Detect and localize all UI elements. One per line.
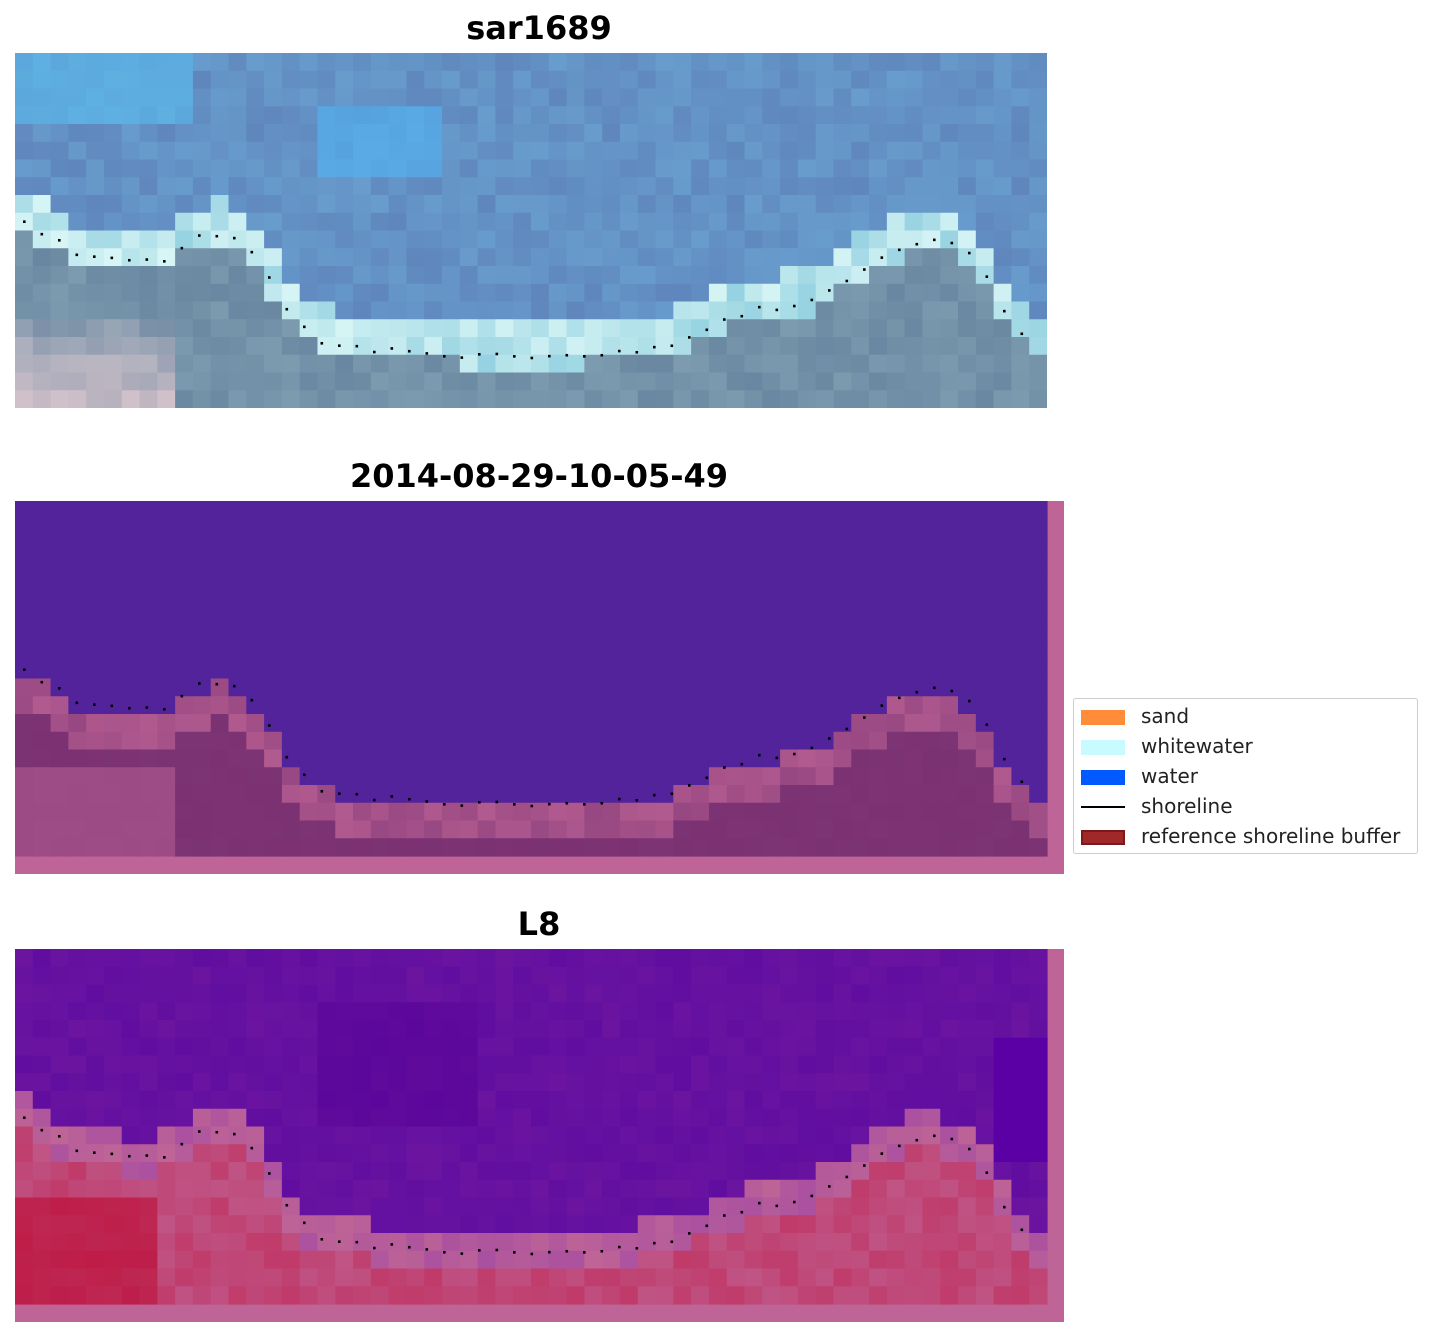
legend-label-buffer: reference shoreline buffer xyxy=(1141,824,1401,848)
panel-title-2: 2014-08-29-10-05-49 xyxy=(349,457,729,495)
rgb-image xyxy=(15,53,1047,408)
buffer-swatch xyxy=(1081,830,1125,845)
panel-title-3: L8 xyxy=(517,905,561,943)
index-image xyxy=(15,949,1064,1322)
shoreline-line-swatch xyxy=(1081,806,1125,808)
rgb-image-panel xyxy=(15,53,1047,408)
legend-label-whitewater: whitewater xyxy=(1141,734,1253,758)
legend-label-shoreline: shoreline xyxy=(1141,794,1233,818)
whitewater-swatch xyxy=(1081,740,1125,755)
shoreline-points xyxy=(23,220,1024,360)
legend: sand whitewater water shoreline referenc… xyxy=(1073,698,1418,854)
legend-label-water: water xyxy=(1141,764,1198,788)
classified-image-panel xyxy=(15,501,1064,874)
legend-label-sand: sand xyxy=(1141,704,1190,728)
panel-title-1: sar1689 xyxy=(466,9,612,47)
index-image-panel xyxy=(15,949,1064,1322)
classified-image xyxy=(15,501,1064,874)
shoreline-points xyxy=(23,668,1024,808)
shoreline-points xyxy=(23,1116,1024,1256)
water-swatch xyxy=(1081,770,1125,785)
sand-swatch xyxy=(1081,710,1125,725)
